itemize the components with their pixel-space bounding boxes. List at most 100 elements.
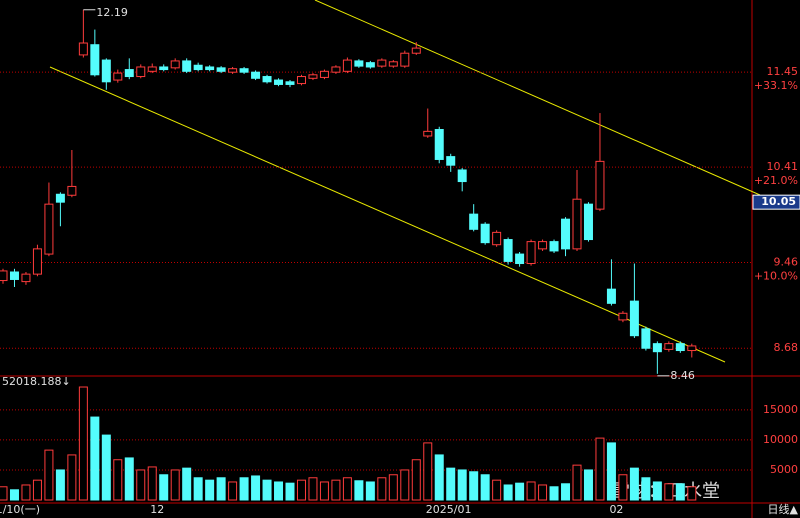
volume-bar [538,484,548,501]
volume-bar [434,454,444,501]
volume-bar [446,467,456,501]
candle-body [342,59,352,72]
y-tick-pct-label: +21.0% [754,174,798,187]
candle-body [239,68,249,73]
candle-body [354,60,364,67]
candle-body [629,300,639,337]
volume-bar [32,479,42,501]
candle-body [583,203,593,241]
candle-body [365,62,375,68]
volume-bar [687,486,697,501]
volume-bar [78,386,88,501]
volume-bar [342,477,352,501]
volume-bar [113,459,123,501]
volume-bar [159,474,169,501]
y-tick-label: 9.46 [774,255,799,268]
volume-bar [296,479,306,501]
volume-bar [606,442,616,501]
candle-body [67,185,77,196]
volume-bar [354,480,364,501]
candle-body [503,239,513,262]
volume-bar [262,479,272,501]
volume-bar [136,469,146,501]
volume-bar [652,481,662,501]
y-tick-label: 10000 [763,433,798,446]
volume-bar [193,477,203,501]
volume-bar [469,471,479,501]
volume-bar [331,479,341,501]
volume-bar [480,474,490,501]
volume-bar [675,483,685,501]
volume-bar [583,469,593,501]
candle-body [618,312,628,321]
candle-body [274,79,284,85]
volume-bar [400,469,410,501]
candle-body [308,74,318,79]
candle-body [480,223,490,244]
candle-body [388,61,398,67]
volume-bar [492,479,502,501]
volume-bar [9,489,19,501]
candle-body [296,76,306,85]
candle-body [21,273,31,283]
y-tick-label: 8.68 [774,341,799,354]
volume-bar [664,483,674,501]
candle-body [400,52,410,67]
candle-body [228,68,238,73]
candle-body [147,66,157,72]
candle-body [469,213,479,230]
candle-body [262,76,272,83]
candle-body [515,253,525,265]
volume-bar [0,486,8,501]
candle-body [78,42,88,56]
volume-bar [274,481,284,501]
x-tick-label: 5/11/10(一) [0,503,40,516]
candle-body [193,64,203,71]
volume-bar [67,454,77,501]
volume-bar [90,416,100,501]
volume-bar [228,481,238,501]
candle-body [606,288,616,304]
y-tick-label: 10.41 [767,160,799,173]
volume-bar [205,479,215,501]
candle-body [687,345,697,352]
candle-body [664,343,674,350]
candle-body [205,66,215,71]
x-tick-label: 2025/01 [426,503,472,516]
candle-body [595,160,605,210]
candle-body [446,156,456,166]
trend-line [49,66,726,363]
candle-body [641,328,651,349]
candle-body [251,71,261,79]
volume-bar [423,442,433,501]
y-tick-label: 15000 [763,403,798,416]
volume-bar [641,477,651,501]
candle-body [216,67,226,72]
candle-body [9,271,19,280]
candle-body [492,231,502,246]
candle-body [457,169,467,183]
volume-bar [147,466,157,501]
candle-body [101,59,111,83]
candle-body [652,343,662,353]
volume-bar [526,481,536,501]
period-label[interactable]: 日线▲ [768,502,799,516]
candle-body [561,218,571,250]
volume-bar [285,482,295,501]
candle-body [549,241,559,252]
volume-bar [21,484,31,501]
y-tick-label: 11.45 [767,65,799,78]
volume-bar [182,467,192,501]
y-tick-label: 5000 [770,463,798,476]
x-tick-label: 02 [609,503,623,516]
candle-body [159,66,169,71]
candle-body [572,198,582,250]
candle-body [170,60,180,69]
candle-body [285,81,295,85]
candle-body [32,248,42,275]
candle-body [377,59,387,67]
candle-body [526,241,536,265]
candle-body [90,44,100,76]
volume-bar [457,469,467,501]
